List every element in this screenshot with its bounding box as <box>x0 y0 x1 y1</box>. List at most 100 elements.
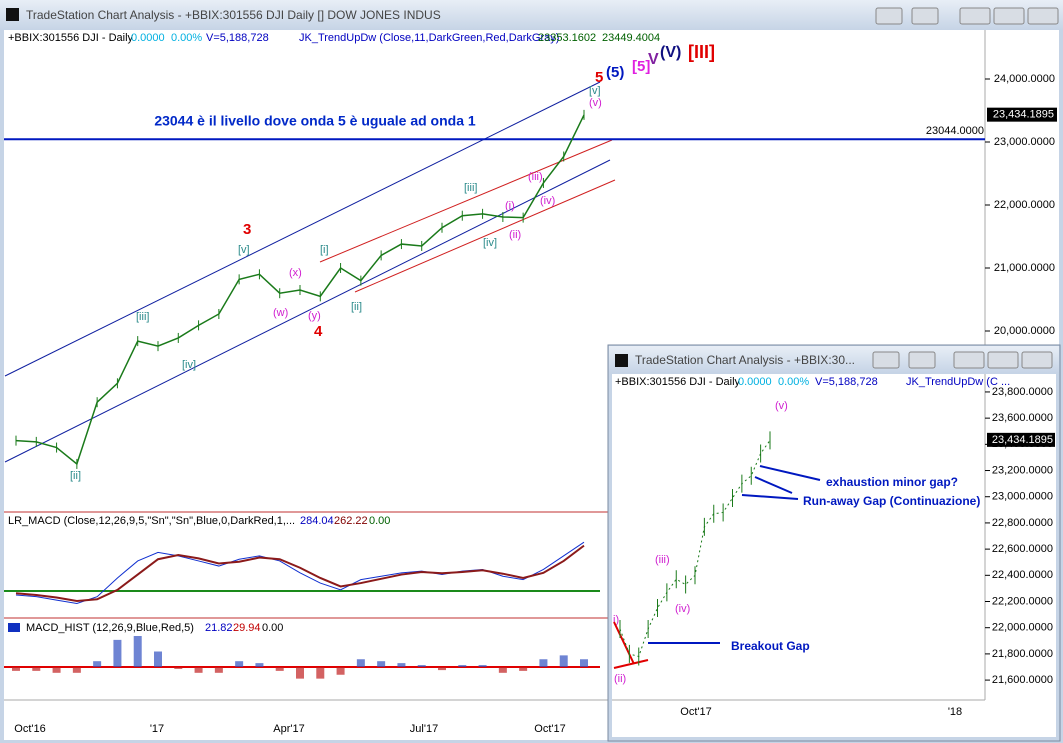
wave-label: [ii] <box>351 301 362 313</box>
wave-label: [iv] <box>182 359 196 371</box>
wave-label: [5] <box>632 58 650 75</box>
hist-bar <box>12 667 20 671</box>
x-tick-label: Oct'17 <box>680 706 711 718</box>
inset-window: TradeStation Chart Analysis - +BBIX:30..… <box>607 344 1061 742</box>
hist-bar <box>417 665 426 667</box>
hist-bar <box>32 667 41 671</box>
wave-label: (iv) <box>675 603 690 615</box>
hist-bar <box>458 665 467 667</box>
hist-bar <box>316 667 325 679</box>
gap-pointers <box>648 465 821 644</box>
x-tick-label: Jul'17 <box>410 723 438 735</box>
pointer <box>741 494 799 500</box>
close-button[interactable] <box>1027 7 1059 25</box>
minimize-button[interactable] <box>959 7 991 25</box>
hist-bar <box>438 667 446 671</box>
hist-bar <box>72 667 81 673</box>
change: 0.0000 <box>131 32 165 44</box>
indicator: JK_TrendUpDw (Close,11,DarkGreen,Red,Dar… <box>299 32 559 44</box>
wave-label: (v) <box>775 400 788 412</box>
hist-bar <box>478 665 487 667</box>
y-tick-label: 24,000.0000 <box>994 73 1055 85</box>
triangle <box>613 621 649 669</box>
legend: +BBIX:301556 DJI - Daily 0.0000 0.00% V=… <box>8 32 660 44</box>
indicator: JK_TrendUpDw (C ... <box>906 376 1010 388</box>
last-price-box <box>987 432 1055 447</box>
inset-title: TradeStation Chart Analysis - +BBIX:30..… <box>635 353 855 367</box>
wave-label: i) <box>613 614 619 626</box>
y-tick-label: 22,000.0000 <box>992 622 1053 634</box>
wave-label: (y) <box>308 310 321 322</box>
wave-label: V <box>648 51 659 68</box>
last-price-label: 23,434.1895 <box>992 434 1053 446</box>
hist-bar <box>154 651 162 667</box>
volume: V=5,188,728 <box>206 32 269 44</box>
symbol-menu-button[interactable] <box>872 351 900 369</box>
triangle-line <box>613 621 635 665</box>
x-tick-label: '17 <box>150 723 164 735</box>
hist-bar <box>580 659 588 667</box>
wave-label: (V) <box>660 44 681 61</box>
y-tick-label: 21,800.0000 <box>992 648 1053 660</box>
wave-label: [III] <box>688 42 715 62</box>
wave-label: [iv] <box>483 237 497 249</box>
wave-label: (ii) <box>509 229 521 241</box>
symbol-menu-button[interactable] <box>875 7 903 25</box>
hist-bar <box>174 667 183 669</box>
channel-line <box>4 159 611 463</box>
link-menu-button[interactable] <box>911 7 939 25</box>
wave-label: (ii) <box>614 673 626 685</box>
wave-label: (iii) <box>528 171 543 183</box>
channel-line <box>4 81 601 377</box>
annotation: Run-away Gap (Continuazione) <box>803 494 980 508</box>
wave-label: [iii] <box>464 182 477 194</box>
price-line <box>619 440 771 658</box>
y-tick-label: 23,200.0000 <box>992 464 1053 476</box>
hist-bar <box>336 667 345 675</box>
y-tick-label: 21,600.0000 <box>992 674 1053 686</box>
value: 23353.1602 <box>538 32 596 44</box>
y-tick-label: 22,200.0000 <box>992 595 1053 607</box>
wave-label: [v] <box>589 85 601 97</box>
y-tick-label: 22,600.0000 <box>992 543 1053 555</box>
x-tick-label: Oct'16 <box>14 723 45 735</box>
channels <box>4 81 616 463</box>
pointer <box>754 476 793 494</box>
link-menu-button[interactable] <box>908 351 936 369</box>
hist-bar <box>356 659 365 667</box>
triangle-line <box>613 659 649 669</box>
annotation: exhaustion minor gap? <box>826 475 958 489</box>
close-button[interactable] <box>1021 351 1053 369</box>
hist-bar <box>93 661 102 667</box>
wave-label: 4 <box>314 323 323 340</box>
last-price-box <box>987 107 1057 122</box>
wave-label: 5 <box>595 69 603 86</box>
volume: V=5,188,728 <box>815 376 878 388</box>
wave-label: [i] <box>320 244 329 256</box>
app-icon <box>615 354 628 367</box>
pct: 0.00% <box>778 376 809 388</box>
maximize-button[interactable] <box>987 351 1019 369</box>
change: 0.0000 <box>738 376 772 388</box>
macd-value: 262.22 <box>334 515 368 527</box>
wave-label: [v] <box>238 244 250 256</box>
hist-bar <box>296 667 304 679</box>
wave-label: (iv) <box>540 195 555 207</box>
y-tick-label: 20,000.0000 <box>994 325 1055 337</box>
symbol: +BBIX:301556 DJI - Daily <box>8 32 134 44</box>
minimize-button[interactable] <box>953 351 985 369</box>
hist-value: 21.82 <box>205 622 233 634</box>
maximize-button[interactable] <box>993 7 1025 25</box>
hist-bar <box>133 636 142 667</box>
app-icon <box>6 8 19 21</box>
y-tick-label: 23,800.0000 <box>992 386 1053 398</box>
pointer <box>759 465 821 481</box>
wave-label: (iii) <box>655 554 670 566</box>
wave-label: (5) <box>606 64 624 81</box>
hist-bar <box>275 667 284 671</box>
wave-label: (v) <box>589 97 602 109</box>
x-tick-label: Oct'17 <box>534 723 565 735</box>
x-tick-label: '18 <box>948 706 962 718</box>
hist-value: 29.94 <box>233 622 261 634</box>
wave-label: (i) <box>505 200 515 212</box>
